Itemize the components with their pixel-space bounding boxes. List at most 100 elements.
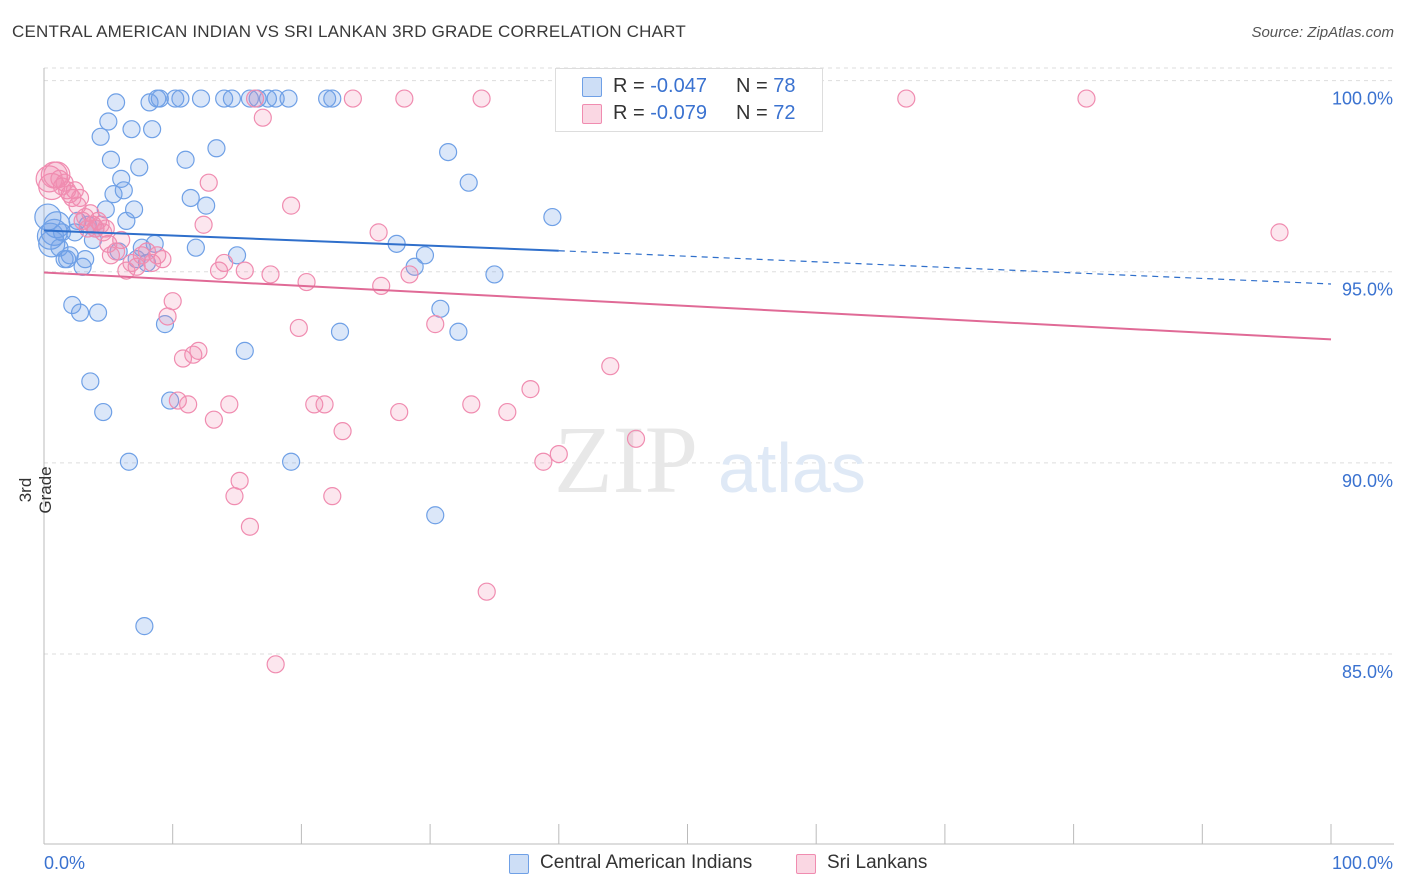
point-central-american-indian — [91, 127, 110, 146]
point-sri-lankan — [70, 188, 90, 208]
point-central-american-indian — [104, 185, 123, 204]
point-central-american-indian — [215, 89, 234, 108]
point-sri-lankan — [168, 391, 187, 410]
point-sri-lankan — [601, 357, 620, 376]
point-sri-lankan — [235, 261, 254, 280]
point-sri-lankan — [1270, 223, 1289, 242]
point-sri-lankan — [1077, 89, 1096, 108]
point-central-american-indian — [207, 139, 226, 158]
point-sri-lankan — [372, 276, 391, 295]
point-sri-lankan — [179, 395, 198, 414]
point-central-american-indian — [176, 150, 195, 169]
point-sri-lankan — [282, 196, 301, 215]
point-central-american-indian — [161, 391, 180, 410]
point-sri-lankan — [462, 395, 481, 414]
watermark: ZIP atlas — [554, 406, 866, 513]
point-central-american-indian — [279, 89, 298, 108]
y-tick-label: 85.0% — [1342, 662, 1393, 682]
point-sri-lankan — [153, 250, 172, 269]
point-sri-lankan — [369, 223, 388, 242]
point-central-american-indian — [106, 93, 126, 112]
point-sri-lankan — [253, 108, 272, 127]
point-sri-lankan — [395, 89, 414, 108]
point-sri-lankan — [305, 395, 324, 414]
point-central-american-indian — [94, 402, 113, 422]
x-tick-label: 100.0% — [1332, 853, 1393, 873]
point-sri-lankan — [534, 452, 553, 471]
point-central-american-indian — [124, 200, 144, 219]
point-central-american-indian — [197, 196, 216, 215]
point-sri-lankan — [112, 230, 131, 250]
watermark-zip: ZIP — [554, 406, 698, 513]
point-central-american-indian — [130, 158, 149, 177]
chart-title: CENTRAL AMERICAN INDIAN VS SRI LANKAN 3R… — [12, 22, 686, 41]
trend-line-blue-extension — [558, 250, 1332, 285]
point-sri-lankan — [173, 349, 193, 368]
point-central-american-indian — [135, 617, 154, 636]
point-central-american-indian — [415, 246, 435, 265]
point-sri-lankan — [230, 471, 249, 490]
correlation-legend: R = -0.047 N = 78 R = -0.079 N = 72 — [555, 68, 823, 132]
trend-lines — [43, 229, 1332, 341]
point-central-american-indian — [330, 322, 350, 341]
y-tick-label: 100.0% — [1332, 89, 1393, 109]
point-sri-lankan — [521, 380, 540, 399]
point-central-american-indian — [282, 452, 301, 471]
series-legend-label: Sri Lankans — [827, 852, 928, 873]
point-central-american-indian — [222, 89, 242, 108]
point-central-american-indian — [240, 89, 260, 108]
series-legend-label: Central American Indians — [540, 852, 753, 873]
y-axis-label: 3rd Grade — [16, 466, 55, 514]
point-sri-lankan — [297, 272, 316, 292]
point-central-american-indian — [171, 89, 190, 108]
point-sri-lankan — [390, 402, 409, 422]
point-central-american-indian — [63, 295, 82, 315]
trend-line-blue — [43, 229, 559, 252]
series-legend-swatch-blue — [509, 854, 529, 874]
point-central-american-indian — [81, 372, 100, 391]
point-central-american-indian — [459, 173, 478, 192]
point-central-american-indian — [323, 89, 342, 108]
point-central-american-indian — [431, 299, 450, 318]
point-sri-lankan — [261, 265, 280, 284]
y-tick-label: 95.0% — [1342, 280, 1393, 300]
chart-source: Source: ZipAtlas.com — [1251, 24, 1394, 41]
point-sri-lankan — [137, 242, 157, 261]
point-central-american-indian — [266, 89, 285, 108]
legend-n-pink: N = 72 — [736, 102, 796, 124]
legend-row-blue: R = -0.047 N = 78 — [556, 73, 822, 99]
point-central-american-indian — [186, 238, 205, 257]
legend-row-pink: R = -0.079 N = 72 — [556, 100, 822, 126]
point-central-american-indian — [439, 142, 458, 162]
point-sri-lankan — [477, 582, 496, 601]
point-sri-lankan — [43, 161, 71, 189]
point-central-american-indian — [449, 322, 468, 341]
series-legend-swatch-pink — [796, 854, 816, 874]
legend-r-pink: R = -0.079 — [613, 102, 707, 124]
point-central-american-indian — [114, 181, 133, 200]
point-central-american-indian — [426, 506, 445, 525]
point-central-american-indian — [485, 265, 504, 284]
x-tick-label: 0.0% — [44, 853, 85, 873]
data-points — [34, 89, 1289, 674]
legend-r-blue: R = -0.047 — [613, 75, 707, 97]
point-sri-lankan — [323, 487, 342, 506]
point-sri-lankan — [163, 292, 182, 311]
point-central-american-indian — [101, 150, 121, 169]
point-sri-lankan — [266, 655, 285, 674]
point-central-american-indian — [112, 169, 131, 188]
point-central-american-indian — [258, 89, 278, 108]
point-central-american-indian — [99, 112, 118, 131]
point-central-american-indian — [543, 207, 562, 227]
point-central-american-indian — [143, 120, 162, 139]
point-sri-lankan — [225, 487, 244, 506]
y-tick-label: 90.0% — [1342, 471, 1393, 491]
point-sri-lankan — [472, 89, 491, 108]
trend-line-pink — [43, 271, 1332, 341]
legend-n-blue: N = 78 — [736, 75, 796, 97]
point-sri-lankan — [315, 395, 334, 414]
point-central-american-indian — [181, 188, 200, 208]
point-sri-lankan — [289, 318, 308, 338]
point-sri-lankan — [199, 173, 218, 192]
